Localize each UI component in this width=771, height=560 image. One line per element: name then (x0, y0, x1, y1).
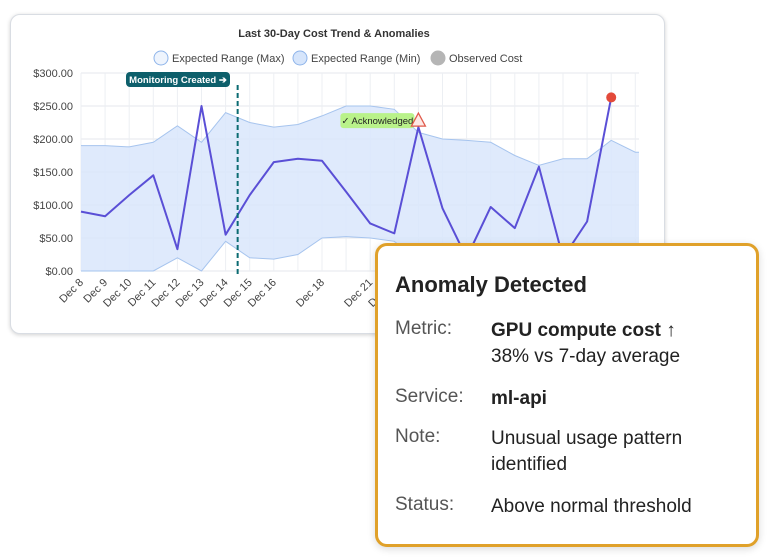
warning-triangle-icon (410, 111, 427, 127)
y-tick-label: $0.00 (45, 266, 73, 278)
x-tick-label: Dec 18 (294, 277, 327, 310)
chart-legend: Expected Range (Max) Expected Range (Min)… (153, 50, 522, 66)
observed-cost-series (80, 97, 613, 259)
note-label: Note: (395, 426, 441, 447)
y-axis: $0.00 $50.00 $100.00 $150.00 $200.00 $250.00 $… (33, 68, 73, 278)
acknowledged-label: ✓ Acknowledged (341, 116, 413, 127)
y-tick-label: $50.00 (39, 233, 73, 245)
chart-title: Last 30-Day Cost Trend & Anomalies (238, 28, 430, 40)
expected-range-max-line (81, 105, 639, 166)
anomaly-point (606, 92, 617, 103)
monitoring-created-label: Monitoring Created ➔ (129, 75, 228, 86)
metric-label: Metric: (395, 318, 452, 339)
cost-trend-chart-card: Last 30-Day Cost Trend & Anomalies Expec… (10, 14, 665, 334)
y-tick-label: $150.00 (33, 167, 73, 179)
legend-label-0: Expected Range (Max) (172, 53, 285, 65)
status-value: Above normal threshold (491, 496, 692, 517)
anomaly-detail-card: Anomaly Detected Metric: GPU compute cos… (375, 243, 759, 547)
legend-label-1: Expected Range (Min) (311, 53, 420, 65)
observed-cost-line (80, 97, 613, 259)
anomaly-title: Anomaly Detected (395, 272, 587, 297)
service-label: Service: (395, 386, 464, 407)
y-tick-label: $100.00 (33, 200, 73, 212)
monitoring-created-badge (126, 72, 230, 87)
acknowledged-badge (340, 113, 415, 129)
legend-label-2: Observed Cost (449, 53, 522, 65)
metric-detail: 38% vs 7-day average (491, 346, 681, 367)
y-tick-label: $250.00 (33, 101, 73, 113)
metric-value: GPU compute cost ↑ (491, 320, 676, 341)
x-tick-label: Dec 8 (57, 277, 86, 306)
status-label: Status: (395, 494, 455, 515)
note-value: Unusual usage pattern identified (491, 428, 683, 475)
service-value: ml-api (491, 388, 547, 409)
y-tick-label: $200.00 (33, 134, 73, 146)
legend-swatch-1 (292, 50, 308, 66)
legend-swatch-2 (430, 50, 446, 66)
cost-trend-chart: Last 30-Day Cost Trend & Anomalies Expec… (33, 28, 639, 310)
y-tick-label: $300.00 (33, 68, 73, 80)
legend-swatch-0 (153, 50, 169, 66)
chart-annotations: Monitoring Created ➔ ✓ Acknowledged (126, 72, 617, 275)
